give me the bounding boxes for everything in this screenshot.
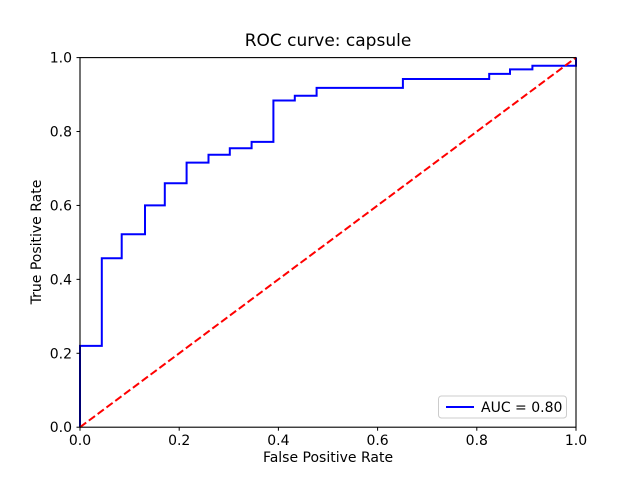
chance-diagonal-line [79, 56, 577, 429]
legend-label: AUC = 0.80 [481, 400, 562, 416]
legend-box [438, 395, 567, 419]
y-tick-label: 0.0 [50, 420, 72, 436]
x-tick-label: 1.0 [565, 433, 587, 449]
plot-border [79, 57, 577, 428]
x-axis-label: False Positive Rate [263, 450, 393, 466]
y-tick-label: 0.2 [50, 346, 72, 362]
roc-curve-line [79, 57, 577, 428]
x-tick-label: 0.0 [69, 433, 91, 449]
x-tick-label: 0.4 [267, 433, 289, 449]
ticks-layer [76, 57, 577, 431]
chart-title: ROC curve: capsule [245, 31, 412, 51]
legend: AUC = 0.80 [438, 395, 567, 419]
y-tick-label: 0.6 [50, 198, 72, 214]
x-tick-label: 0.6 [366, 433, 388, 449]
y-tick-label: 1.0 [50, 51, 72, 67]
tick-labels-layer: 0.0 0.2 0.4 0.6 0.8 1.0 0.0 0.2 0.4 0.6 0.8 1.0 [50, 51, 587, 450]
y-axis-label: True Positive Rate [29, 180, 45, 306]
curves-layer [79, 56, 577, 429]
x-tick-label: 0.8 [466, 433, 488, 449]
x-tick-label: 0.2 [168, 433, 190, 449]
y-tick-label: 0.4 [50, 272, 72, 288]
y-tick-label: 0.8 [50, 125, 72, 141]
